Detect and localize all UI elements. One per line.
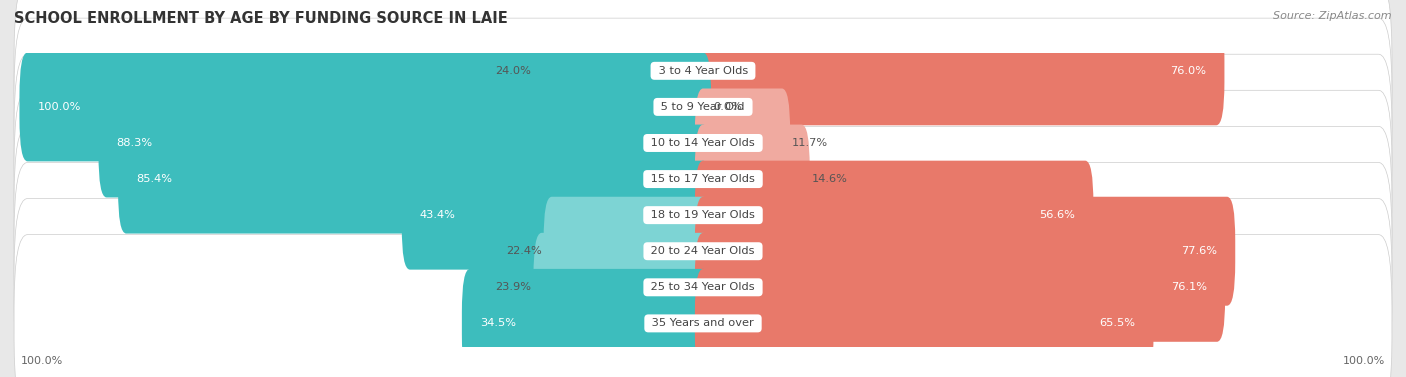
FancyBboxPatch shape	[695, 269, 1153, 377]
Text: 43.4%: 43.4%	[420, 210, 456, 220]
Text: 65.5%: 65.5%	[1099, 319, 1135, 328]
Text: SCHOOL ENROLLMENT BY AGE BY FUNDING SOURCE IN LAIE: SCHOOL ENROLLMENT BY AGE BY FUNDING SOUR…	[14, 11, 508, 26]
FancyBboxPatch shape	[14, 54, 1392, 232]
Text: 88.3%: 88.3%	[117, 138, 153, 148]
Text: 10 to 14 Year Olds: 10 to 14 Year Olds	[647, 138, 759, 148]
Text: 24.0%: 24.0%	[495, 66, 531, 76]
FancyBboxPatch shape	[695, 161, 1094, 270]
Text: 100.0%: 100.0%	[1343, 356, 1385, 366]
Text: 76.0%: 76.0%	[1170, 66, 1206, 76]
FancyBboxPatch shape	[14, 0, 1392, 159]
Text: 56.6%: 56.6%	[1039, 210, 1076, 220]
FancyBboxPatch shape	[14, 162, 1392, 340]
Text: 34.5%: 34.5%	[479, 319, 516, 328]
FancyBboxPatch shape	[14, 126, 1392, 304]
FancyBboxPatch shape	[533, 233, 711, 342]
FancyBboxPatch shape	[14, 18, 1392, 196]
FancyBboxPatch shape	[14, 90, 1392, 268]
FancyBboxPatch shape	[695, 233, 1225, 342]
FancyBboxPatch shape	[695, 197, 1236, 306]
FancyBboxPatch shape	[98, 89, 711, 198]
Text: 18 to 19 Year Olds: 18 to 19 Year Olds	[647, 210, 759, 220]
Text: 5 to 9 Year Old: 5 to 9 Year Old	[658, 102, 748, 112]
FancyBboxPatch shape	[20, 52, 711, 161]
Text: 100.0%: 100.0%	[21, 356, 63, 366]
Text: 25 to 34 Year Olds: 25 to 34 Year Olds	[647, 282, 759, 292]
Text: 3 to 4 Year Olds: 3 to 4 Year Olds	[655, 66, 751, 76]
FancyBboxPatch shape	[533, 16, 711, 125]
Text: 11.7%: 11.7%	[792, 138, 828, 148]
Text: 0.0%: 0.0%	[713, 102, 742, 112]
FancyBboxPatch shape	[695, 89, 790, 198]
FancyBboxPatch shape	[695, 124, 810, 233]
Text: 100.0%: 100.0%	[38, 102, 82, 112]
FancyBboxPatch shape	[118, 124, 711, 233]
FancyBboxPatch shape	[14, 234, 1392, 377]
Text: 23.9%: 23.9%	[495, 282, 531, 292]
Text: 15 to 17 Year Olds: 15 to 17 Year Olds	[647, 174, 759, 184]
Text: 22.4%: 22.4%	[506, 246, 541, 256]
FancyBboxPatch shape	[544, 197, 711, 306]
Text: Source: ZipAtlas.com: Source: ZipAtlas.com	[1274, 11, 1392, 21]
Text: 20 to 24 Year Olds: 20 to 24 Year Olds	[647, 246, 759, 256]
Text: 14.6%: 14.6%	[811, 174, 848, 184]
FancyBboxPatch shape	[14, 199, 1392, 376]
Text: 35 Years and over: 35 Years and over	[648, 319, 758, 328]
FancyBboxPatch shape	[695, 16, 1225, 125]
Text: 77.6%: 77.6%	[1181, 246, 1218, 256]
Text: 76.1%: 76.1%	[1171, 282, 1206, 292]
FancyBboxPatch shape	[461, 269, 711, 377]
FancyBboxPatch shape	[402, 161, 711, 270]
Text: 85.4%: 85.4%	[136, 174, 173, 184]
